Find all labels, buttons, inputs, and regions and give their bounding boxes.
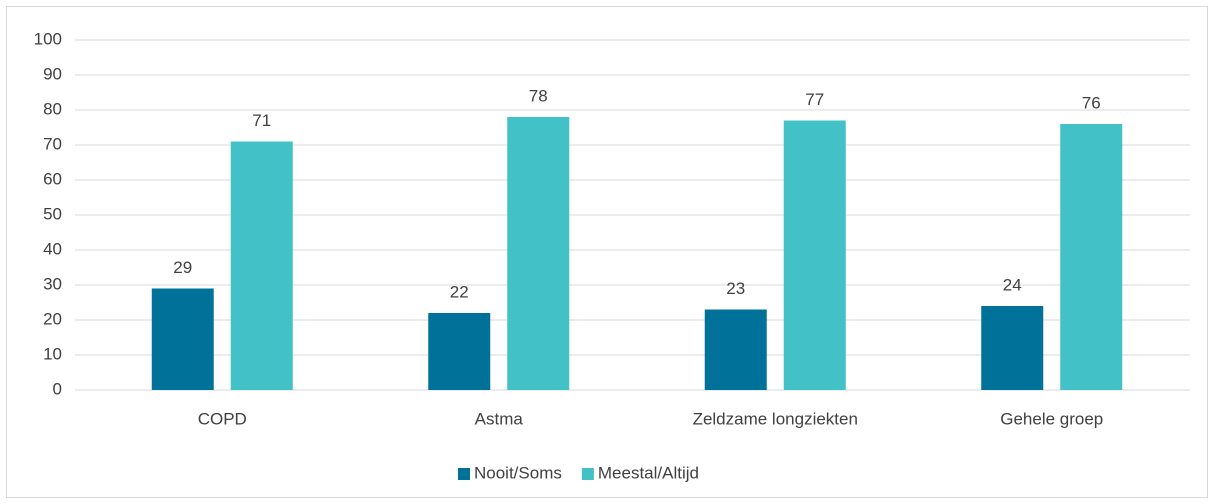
legend-label: Meestal/Altijd bbox=[598, 463, 699, 482]
x-tick-label: Zeldzame longziekten bbox=[693, 409, 858, 428]
legend-label: Nooit/Soms bbox=[474, 463, 562, 482]
y-tick-label: 80 bbox=[43, 99, 62, 118]
y-tick-label: 60 bbox=[43, 169, 62, 188]
chart-border bbox=[6, 6, 1208, 498]
x-tick-label: COPD bbox=[198, 409, 247, 428]
bar bbox=[1060, 124, 1123, 390]
data-label: 71 bbox=[252, 111, 271, 130]
bar bbox=[151, 288, 214, 390]
legend-swatch bbox=[581, 468, 594, 480]
bar bbox=[704, 309, 767, 390]
bar bbox=[428, 313, 491, 390]
y-tick-label: 10 bbox=[43, 344, 62, 363]
data-label: 78 bbox=[529, 86, 548, 105]
bar bbox=[783, 120, 846, 390]
x-tick-label: Astma bbox=[475, 409, 524, 428]
y-tick-label: 0 bbox=[53, 379, 62, 398]
data-label: 77 bbox=[805, 90, 824, 109]
y-tick-label: 50 bbox=[43, 204, 62, 223]
bar bbox=[230, 141, 293, 390]
y-tick-label: 70 bbox=[43, 134, 62, 153]
y-tick-label: 90 bbox=[43, 64, 62, 83]
data-label: 22 bbox=[450, 282, 469, 301]
y-tick-label: 40 bbox=[43, 239, 62, 258]
data-label: 23 bbox=[726, 279, 745, 298]
bar bbox=[981, 306, 1044, 390]
x-tick-label: Gehele groep bbox=[1000, 409, 1103, 428]
y-tick-label: 100 bbox=[34, 29, 62, 48]
bar bbox=[507, 117, 570, 390]
legend-swatch bbox=[458, 468, 470, 480]
data-label: 24 bbox=[1003, 275, 1022, 294]
y-tick-label: 20 bbox=[43, 309, 62, 328]
data-label: 76 bbox=[1082, 93, 1101, 112]
data-label: 29 bbox=[173, 258, 192, 277]
y-tick-label: 30 bbox=[43, 274, 62, 293]
